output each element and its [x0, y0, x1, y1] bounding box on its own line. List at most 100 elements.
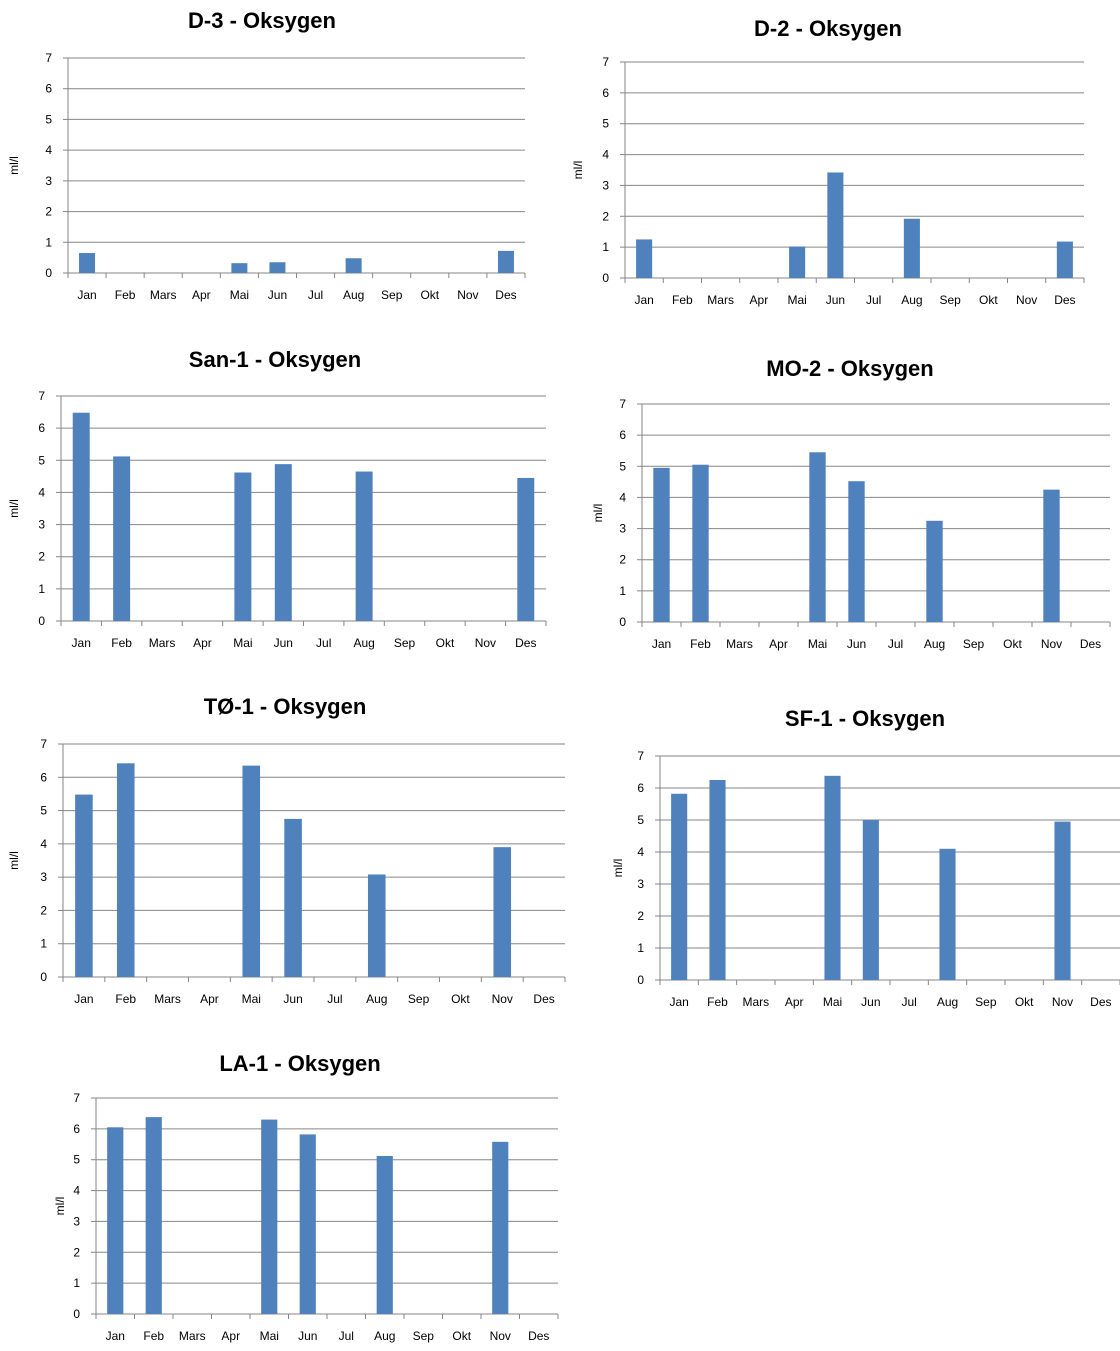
x-tick-label: Aug	[937, 995, 958, 1009]
bar-jun	[269, 262, 286, 273]
x-tick-label: Mars	[154, 992, 181, 1006]
x-tick-label: Aug	[901, 293, 922, 307]
x-tick-label: Jan	[72, 636, 91, 650]
bar-mai	[261, 1119, 278, 1314]
x-tick-label: Aug	[924, 637, 945, 651]
bar-aug	[926, 520, 943, 622]
x-tick-label: Mai	[233, 636, 252, 650]
y-tick-label: 6	[38, 421, 45, 435]
bar-aug	[903, 218, 920, 278]
bar-feb	[145, 1117, 162, 1314]
bar-jan	[107, 1127, 124, 1314]
bar-jan	[671, 793, 688, 980]
x-tick-label: Jun	[274, 636, 293, 650]
x-tick-label: Okt	[979, 293, 998, 307]
y-tick-label: 7	[45, 51, 52, 65]
bar-jan	[72, 412, 90, 621]
bar-des	[497, 250, 514, 273]
bar-jan	[75, 794, 93, 977]
y-tick-label: 6	[637, 781, 644, 795]
x-tick-label: Jun	[847, 637, 866, 651]
x-tick-label: Sep	[408, 992, 430, 1006]
chart-svg: SF-1 - Oksygen ml/l 0 1 2 3 4 5 6 7 Jan Feb Mars Apr M…	[611, 706, 1120, 1009]
x-tick-label: Sep	[975, 995, 997, 1009]
y-tick-label: 7	[619, 397, 626, 411]
x-tick-label: Aug	[353, 636, 374, 650]
y-tick-label: 6	[73, 1122, 80, 1136]
bar-mai	[824, 775, 841, 980]
y-tick-label: 3	[45, 174, 52, 188]
y-tick-label: 4	[45, 143, 52, 157]
bar-nov	[1043, 489, 1060, 622]
x-tick-label: Jan	[634, 293, 653, 307]
y-axis-label: ml/l	[571, 161, 585, 180]
x-tick-label: Apr	[221, 1329, 240, 1343]
y-tick-label: 0	[602, 271, 609, 285]
y-tick-label: 2	[73, 1245, 80, 1259]
x-tick-label: Jul	[866, 293, 881, 307]
x-tick-label: Jan	[77, 288, 96, 302]
chart-title: MO-2 - Oksygen	[766, 356, 933, 381]
x-tick-label: Apr	[769, 637, 788, 651]
chart-to1-oksygen: TØ-1 - Oksygen ml/l 0 1 2 3 4 5 6 7 Jan Feb Mars Apr M…	[0, 670, 566, 1015]
x-tick-label: Des	[1054, 293, 1075, 307]
y-tick-label: 2	[40, 903, 47, 917]
y-tick-label: 4	[619, 490, 626, 504]
y-tick-label: 2	[38, 550, 45, 564]
y-tick-label: 5	[619, 459, 626, 473]
x-tick-label: Des	[533, 992, 554, 1006]
bar-mai	[231, 263, 248, 273]
x-tick-label: Sep	[413, 1329, 435, 1343]
y-tick-label: 6	[602, 86, 609, 100]
x-tick-label: Mars	[707, 293, 734, 307]
y-tick-label: 0	[38, 614, 45, 628]
y-tick-label: 0	[637, 973, 644, 987]
y-tick-label: 4	[40, 837, 47, 851]
bar-des	[517, 477, 535, 621]
chart-title: D-3 - Oksygen	[188, 8, 336, 33]
bar-mai	[242, 765, 261, 977]
x-tick-label: Apr	[193, 636, 212, 650]
y-tick-label: 1	[637, 941, 644, 955]
x-tick-label: Aug	[374, 1329, 395, 1343]
bar-jan	[79, 253, 96, 273]
x-tick-label: Jul	[888, 637, 903, 651]
x-tick-label: Mai	[230, 288, 249, 302]
y-tick-label: 3	[619, 522, 626, 536]
y-tick-label: 2	[602, 209, 609, 223]
bar-aug	[376, 1156, 393, 1314]
x-tick-label: Jul	[339, 1329, 354, 1343]
y-tick-label: 5	[45, 112, 52, 126]
y-tick-label: 3	[38, 518, 45, 532]
x-tick-label: Apr	[200, 992, 219, 1006]
bar-feb	[116, 763, 135, 977]
y-tick-label: 6	[45, 82, 52, 96]
x-tick-label: Okt	[451, 992, 470, 1006]
x-tick-label: Mai	[787, 293, 806, 307]
y-tick-label: 1	[40, 937, 47, 951]
chart-d2-oksygen: D-2 - Oksygen ml/l 0 1 2 3 4 5 6 7 Jan Feb Mars Apr Ma…	[560, 0, 1120, 330]
chart-title: LA-1 - Oksygen	[219, 1051, 380, 1076]
y-tick-label: 1	[619, 584, 626, 598]
bar-mai	[809, 452, 826, 622]
chart-svg: D-2 - Oksygen ml/l 0 1 2 3 4 5 6 7 Jan Feb Mars Apr Ma…	[571, 16, 1085, 307]
x-tick-label: Feb	[143, 1329, 164, 1343]
bar-aug	[355, 471, 373, 621]
x-tick-label: Mai	[260, 1329, 279, 1343]
y-tick-label: 4	[602, 148, 609, 162]
x-tick-label: Mars	[150, 288, 177, 302]
y-tick-label: 7	[637, 749, 644, 763]
bar-jun	[862, 820, 879, 980]
y-tick-label: 5	[637, 813, 644, 827]
bar-jun	[299, 1134, 316, 1314]
y-tick-label: 0	[619, 615, 626, 629]
bar-feb	[692, 464, 709, 622]
chart-d3-oksygen: D-3 - Oksygen ml/l 0 1 2 3 4 5 6 7 Jan Feb Mars Apr Ma…	[0, 0, 560, 330]
x-tick-label: Mars	[149, 636, 176, 650]
y-tick-label: 1	[73, 1276, 80, 1290]
x-tick-label: Des	[1090, 995, 1111, 1009]
x-tick-label: Okt	[452, 1329, 471, 1343]
chart-sf1-oksygen: SF-1 - Oksygen ml/l 0 1 2 3 4 5 6 7 Jan Feb Mars Apr M…	[560, 670, 1120, 1015]
bar-feb	[709, 780, 726, 980]
y-tick-label: 7	[38, 389, 45, 403]
